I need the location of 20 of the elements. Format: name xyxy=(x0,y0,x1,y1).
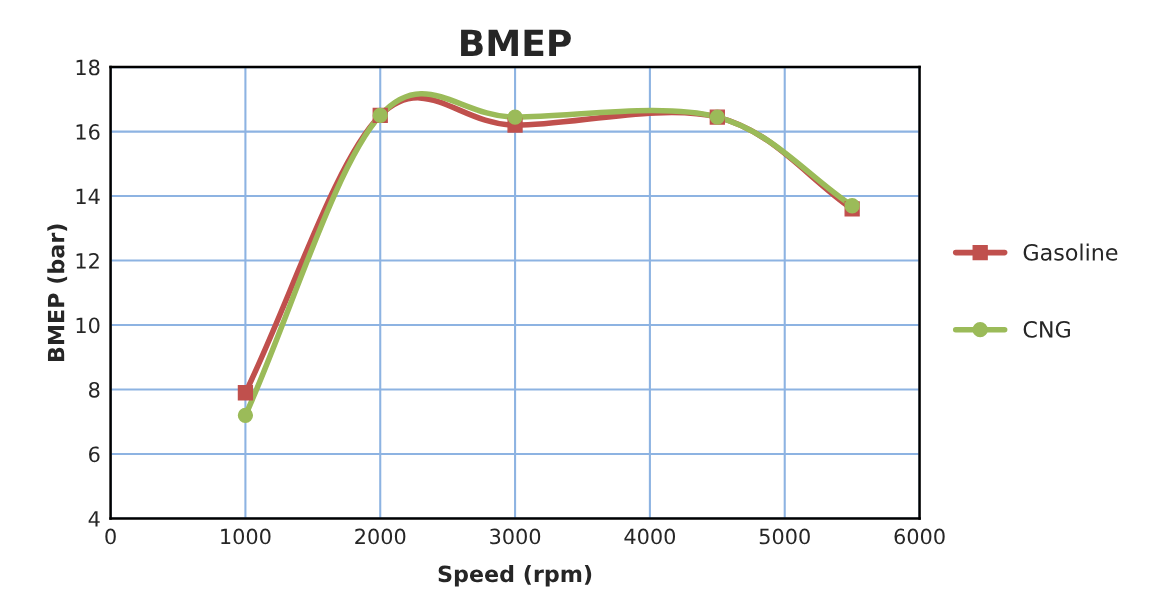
y-tick-label: 4 xyxy=(88,511,100,527)
legend-label: Gasoline xyxy=(1023,243,1118,261)
y-tick-label: 18 xyxy=(76,59,100,76)
x-tick-label: 6000 xyxy=(894,528,945,545)
y-tick-label: 6 xyxy=(89,446,100,463)
x-tick-label: 2000 xyxy=(355,528,406,545)
x-tick-label: 1000 xyxy=(221,528,271,545)
chart-title: BMEP xyxy=(461,29,571,56)
y-tick-label: 8 xyxy=(89,381,100,398)
x-tick-label: 5000 xyxy=(759,528,810,545)
x-axis-title: Speed (rpm) xyxy=(438,565,592,587)
y-tick-label: 16 xyxy=(76,124,100,140)
legend-label: CNG xyxy=(1023,320,1070,338)
y-axis-title: BMEP (bar) xyxy=(47,224,68,361)
y-tick-label: 14 xyxy=(76,188,100,204)
y-tick-label: 12 xyxy=(76,253,99,269)
x-tick-label: 0 xyxy=(105,528,116,545)
x-tick-label: 4000 xyxy=(624,528,676,545)
y-tick-label: 10 xyxy=(76,317,100,334)
x-tick-label: 3000 xyxy=(490,528,541,545)
